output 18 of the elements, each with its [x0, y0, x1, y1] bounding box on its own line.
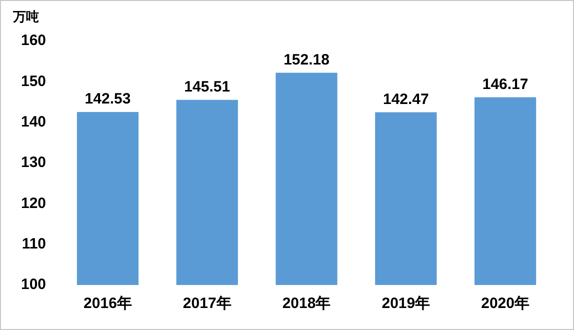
y-tick-label: 130	[20, 154, 46, 172]
x-tick-label: 2020年	[481, 295, 530, 312]
data-label: 146.17	[482, 76, 528, 93]
x-tick-label: 2016年	[84, 295, 132, 312]
data-label: 145.51	[184, 78, 230, 96]
x-tick-label: 2017年	[182, 295, 232, 312]
data-label: 152.18	[284, 51, 330, 68]
data-label: 142.53	[84, 90, 131, 108]
y-tick-label: 120	[20, 194, 46, 212]
data-label: 142.47	[382, 90, 429, 108]
x-tick-label: 2019年	[382, 295, 430, 312]
y-tick-label: 110	[22, 235, 46, 252]
y-tick-label: 100	[20, 276, 46, 294]
y-tick-label: 140	[20, 113, 46, 130]
y-tick-label: 150	[20, 72, 46, 90]
y-axis-title: 万吨	[12, 9, 39, 24]
x-tick-label: 2018年	[282, 295, 331, 312]
y-tick-label: 160	[20, 32, 46, 50]
